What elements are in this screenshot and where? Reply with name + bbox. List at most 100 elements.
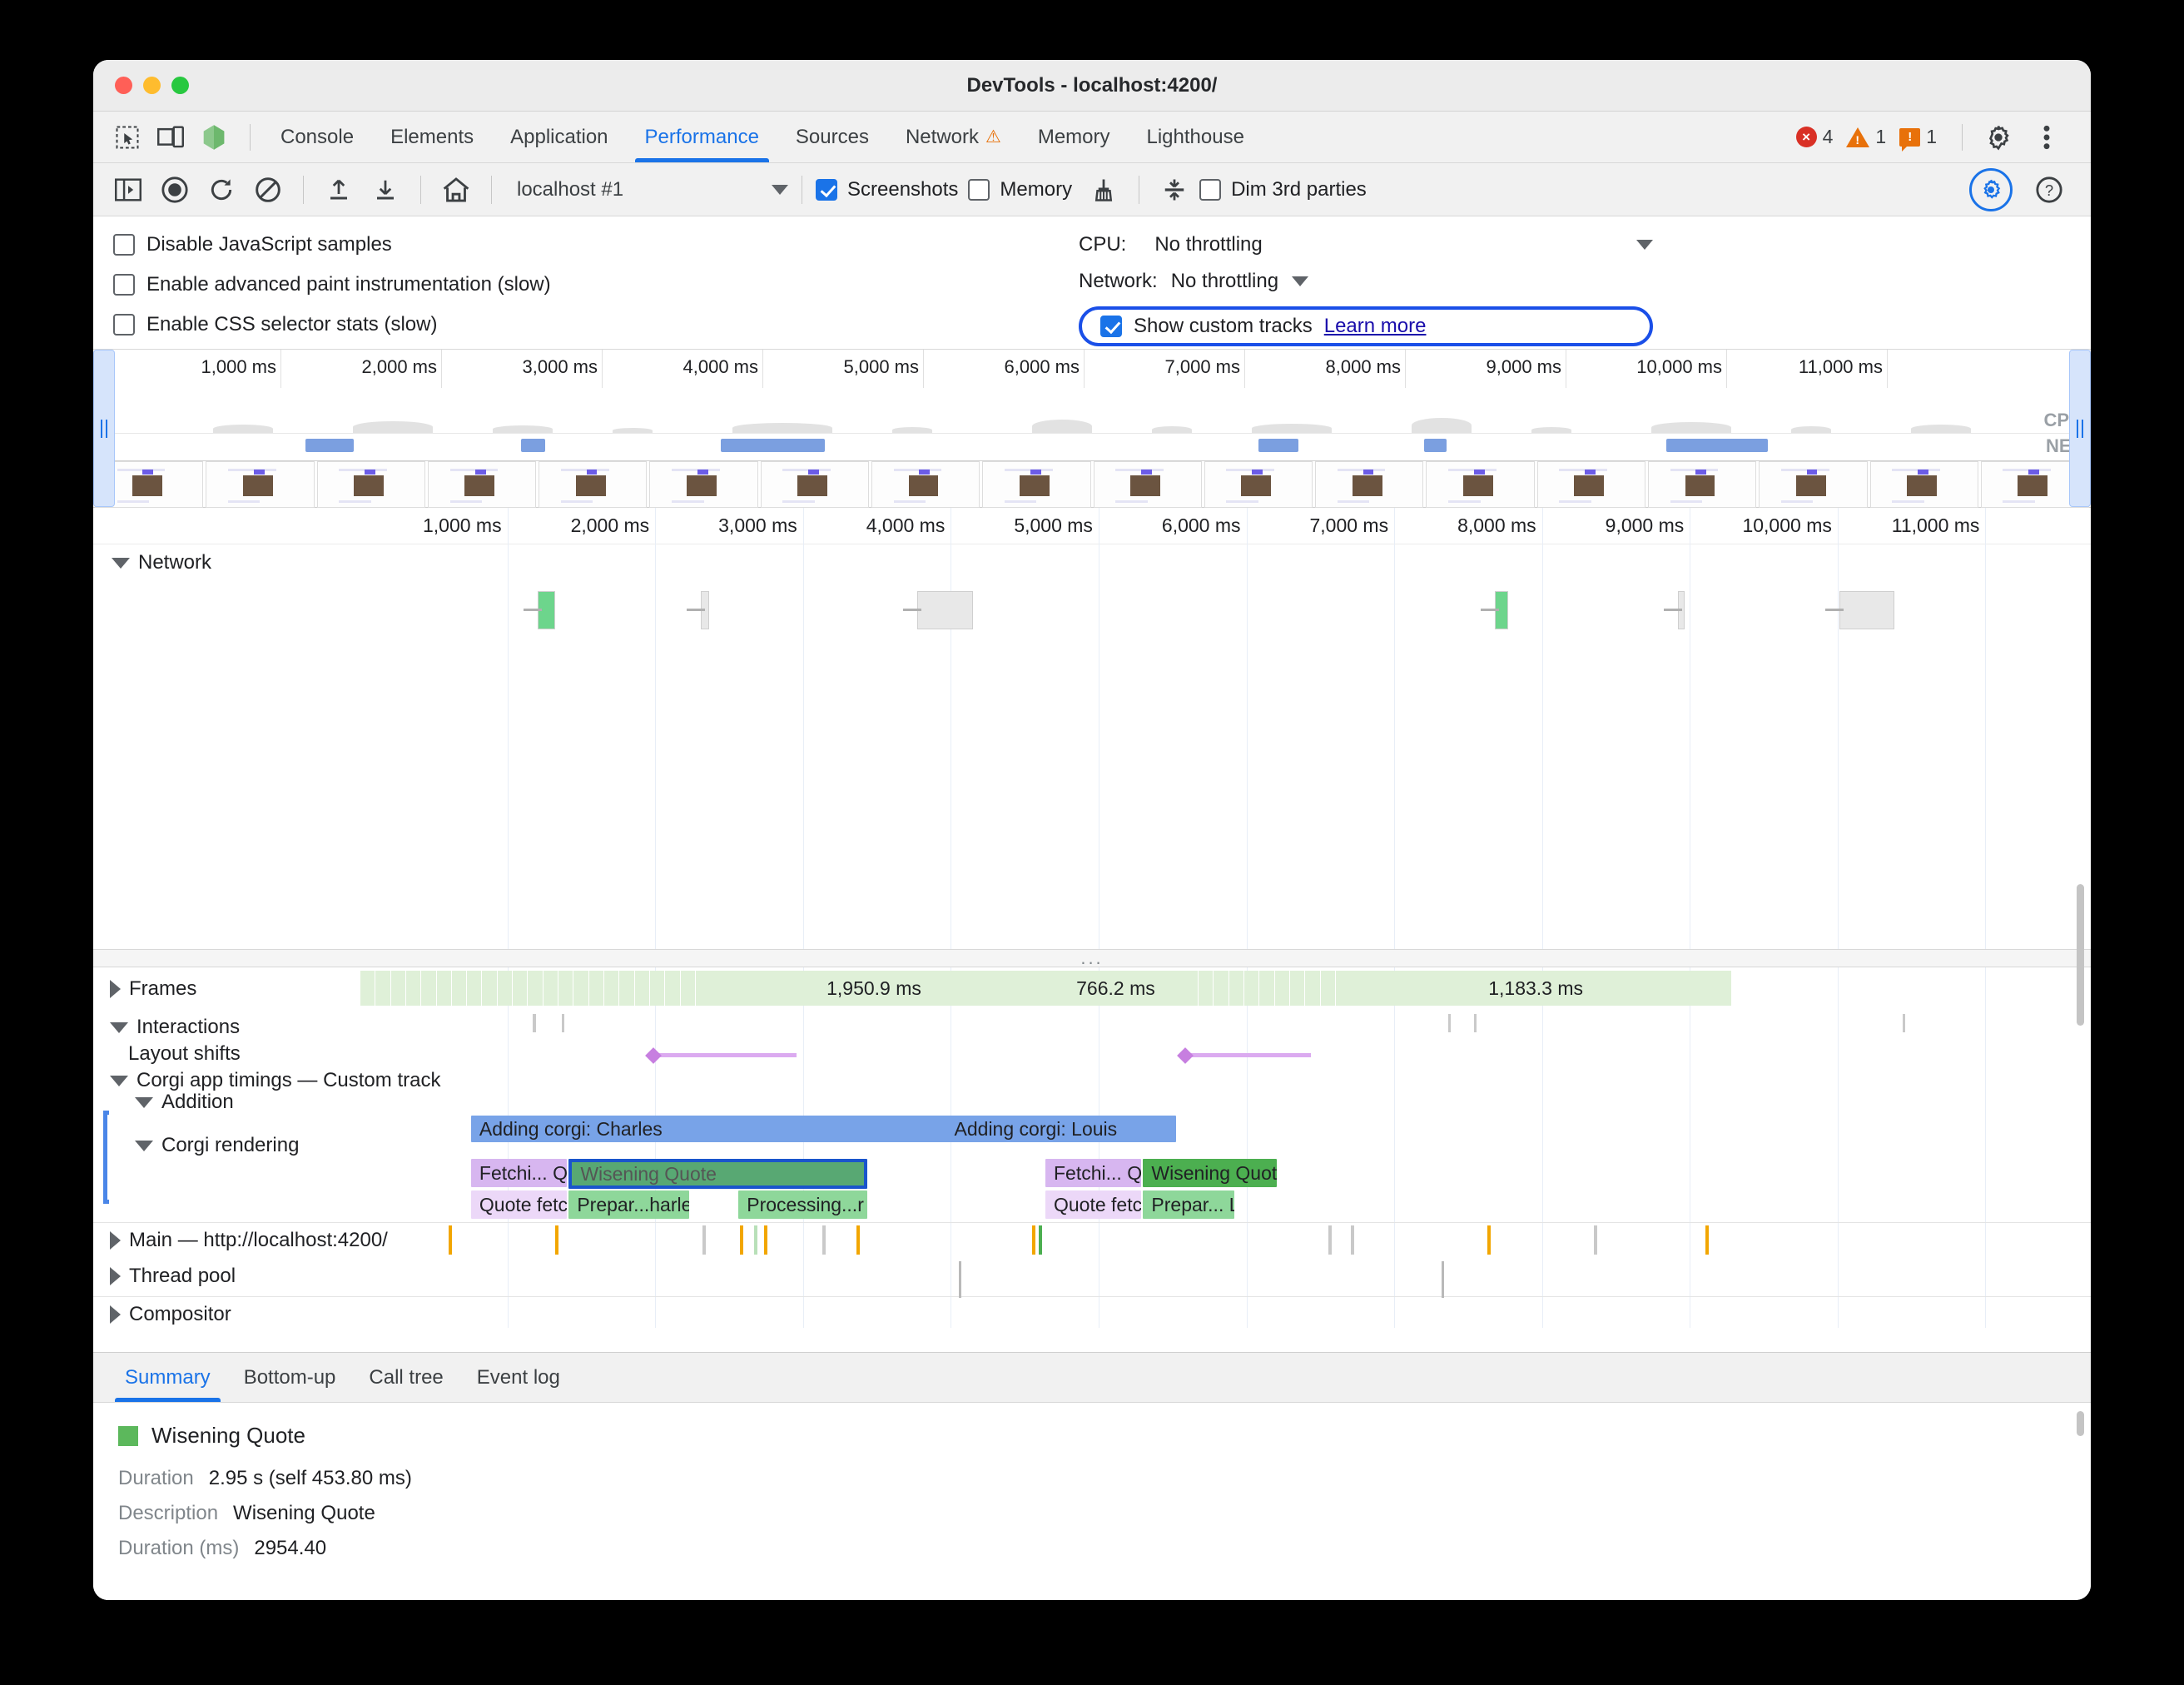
tab-summary[interactable]: Summary [108,1353,227,1402]
main-thread-mark[interactable] [1487,1225,1492,1255]
main-thread-mark[interactable] [822,1225,826,1255]
filmstrip-thumbnail[interactable] [649,461,758,508]
track-compositor-partial[interactable]: Compositor [110,1303,231,1326]
gear-icon[interactable] [1979,118,2018,157]
filmstrip-thumbnail[interactable] [1759,461,1868,508]
timeline-overview[interactable]: 1,000 ms 2,000 ms 3,000 ms 4,000 ms 5,000 ms… [93,350,2091,508]
tab-call-tree[interactable]: Call tree [352,1353,459,1402]
maximize-window-button[interactable] [171,77,189,94]
filmstrip-thumbnail[interactable] [316,461,425,508]
main-flame-section[interactable]: 1,950.9 ms 766.2 ms 1,183.3 ms Frames Inte… [93,967,2091,1255]
memory-checkbox[interactable]: Memory [968,178,1072,201]
filmstrip-thumbnail[interactable] [539,461,648,508]
overview-right-handle[interactable] [2069,350,2091,507]
filmstrip-thumbnail[interactable] [871,461,980,508]
filmstrip-thumbnail[interactable] [1536,461,1645,508]
track-main[interactable]: Main — http://localhost:4200/ [110,1229,388,1252]
frames-track-row[interactable]: 1,950.9 ms 766.2 ms 1,183.3 ms [93,971,2091,1009]
flame-event[interactable]: Adding corgi: Louis [946,1116,1176,1142]
layout-shift-bar[interactable] [1182,1053,1312,1057]
track-corgi-app-timings[interactable]: Corgi app timings — Custom track [110,1069,440,1092]
flame-event[interactable]: Quote fetch [470,1190,568,1219]
network-flame-section[interactable]: 1,000 ms 2,000 ms 3,000 ms 4,000 ms 5,000 ms… [93,508,2091,949]
info-count[interactable]: ! 1 [1899,126,1937,152]
reload-record-icon[interactable] [200,170,243,210]
tab-memory[interactable]: Memory [1020,112,1129,162]
interaction-mark[interactable] [1903,1014,1905,1032]
main-thread-mark[interactable] [554,1225,558,1255]
broom-icon[interactable] [1082,170,1125,210]
tab-lighthouse[interactable]: Lighthouse [1129,112,1263,162]
filmstrip-thumbnail[interactable] [1204,461,1313,508]
device-toggle-icon[interactable] [151,118,190,157]
inspect-icon[interactable] [108,118,146,157]
tab-elements[interactable]: Elements [372,112,492,162]
layout-shift-diamond[interactable] [1176,1047,1194,1064]
upload-icon[interactable] [317,170,360,210]
tab-performance[interactable]: Performance [627,112,777,162]
main-thread-mark[interactable] [1594,1225,1598,1255]
network-request-bar[interactable] [524,591,555,629]
close-window-button[interactable] [115,77,132,94]
network-request-bar[interactable] [1824,591,1894,629]
main-thread-mark[interactable] [1350,1225,1354,1255]
tab-network[interactable]: Network ⚠ [887,112,1020,162]
main-thread-mark[interactable] [702,1225,706,1255]
tab-console[interactable]: Console [262,112,372,162]
main-thread-mark[interactable] [1038,1225,1042,1255]
cpu-throttling-select[interactable]: CPU: No throttling [1079,233,1653,256]
dim-3rd-parties-checkbox[interactable]: Dim 3rd parties [1199,178,1367,201]
filmstrip-thumbnail[interactable] [982,461,1091,508]
tab-application[interactable]: Application [492,112,626,162]
filmstrip-thumbnail[interactable] [1647,461,1757,508]
layout-shift-bar[interactable] [651,1053,797,1057]
css-selector-stats-checkbox[interactable]: Enable CSS selector stats (slow) [113,313,1079,336]
filmstrip-thumbnail[interactable] [427,461,537,508]
filmstrip-thumbnail[interactable] [1093,461,1202,508]
filmstrip-thumbnail[interactable] [1315,461,1424,508]
warning-count[interactable]: 1 [1846,126,1886,148]
flame-event[interactable]: Prepar...harles [568,1190,689,1219]
record-icon[interactable] [153,170,196,210]
network-request-bar[interactable] [1480,591,1509,629]
checkbox-box[interactable] [1100,316,1122,337]
layout-shift-diamond[interactable] [645,1047,663,1064]
track-addition[interactable]: Addition [135,1091,234,1114]
collapse-icon[interactable] [1153,170,1196,210]
main-thread-mark[interactable] [1705,1225,1710,1255]
help-icon[interactable]: ? [2028,168,2071,211]
disable-js-samples-checkbox[interactable]: Disable JavaScript samples [113,233,1079,256]
screenshots-checkbox[interactable]: Screenshots [816,178,958,201]
track-network[interactable]: Network [112,551,211,574]
tab-bottom-up[interactable]: Bottom-up [227,1353,353,1402]
flame-event[interactable]: Wisening Quote [568,1159,867,1189]
main-thread-mark[interactable] [1031,1225,1035,1255]
flame-event[interactable]: Wisening Quote [1143,1159,1278,1187]
main-thread-mark[interactable] [449,1225,453,1255]
main-thread-mark[interactable] [740,1225,744,1255]
sidebar-toggle-icon[interactable] [107,170,150,210]
filmstrip-thumbnail[interactable] [1426,461,1535,508]
flame-event[interactable]: Prepar... Louis [1143,1190,1234,1219]
flame-scrollbar[interactable] [2077,884,2084,1026]
flame-event[interactable]: Processing...r Charles [738,1190,867,1219]
more-vertical-icon[interactable] [2028,118,2066,157]
interaction-mark[interactable] [533,1014,537,1032]
flame-event[interactable]: Fetchi... Quote [1045,1159,1142,1187]
filmstrip-thumbnail[interactable] [1869,461,1978,508]
interaction-mark[interactable] [562,1014,565,1032]
node-icon[interactable] [195,118,233,157]
threadpool-section[interactable]: Thread pool Compositor [93,1255,2091,1328]
window-controls[interactable] [115,77,189,94]
filmstrip-thumbnail[interactable] [760,461,869,508]
tab-event-log[interactable]: Event log [460,1353,577,1402]
frame-duration[interactable]: 766.2 ms [1045,971,1186,1006]
clear-icon[interactable] [246,170,290,210]
frame-duration[interactable]: 1,183.3 ms [1347,971,1725,1006]
track-interactions[interactable]: Interactions [110,1016,240,1039]
network-throttling-select[interactable]: Network: No throttling [1079,270,1653,293]
learn-more-link[interactable]: Learn more [1323,315,1427,337]
network-request-bar[interactable] [686,591,710,629]
overview-filmstrip[interactable] [93,461,2091,508]
